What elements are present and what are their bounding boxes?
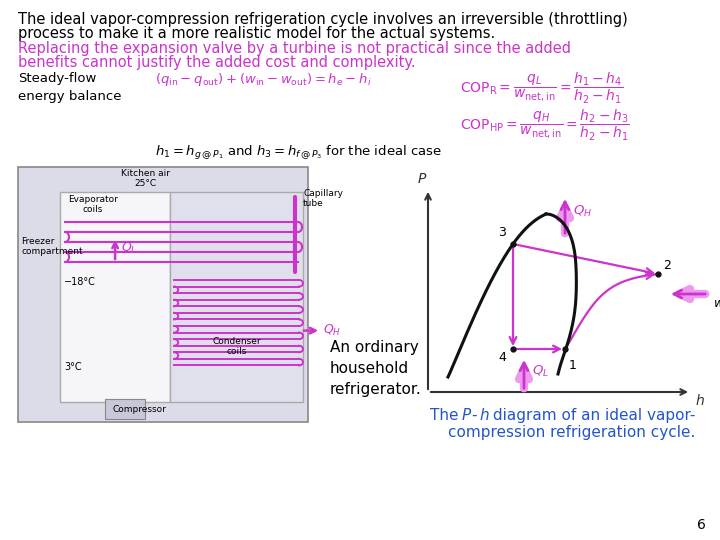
Text: Freezer
compartment: Freezer compartment xyxy=(21,237,83,256)
Text: process to make it a more realistic model for the actual systems.: process to make it a more realistic mode… xyxy=(18,26,495,41)
Text: Condenser
coils: Condenser coils xyxy=(212,337,261,356)
Text: $\mathrm{COP_{HP}}=\dfrac{q_H}{w_{\mathrm{net,in}}}=\dfrac{h_2-h_3}{h_2-h_1}$: $\mathrm{COP_{HP}}=\dfrac{q_H}{w_{\mathr… xyxy=(460,108,630,143)
Text: Replacing the expansion valve by a turbine is not practical since the added: Replacing the expansion valve by a turbi… xyxy=(18,41,571,56)
Text: The: The xyxy=(430,408,464,423)
Text: P: P xyxy=(418,172,426,186)
Text: $\mathrm{COP_R}=\dfrac{q_L}{w_{\mathrm{net,in}}}=\dfrac{h_1-h_4}{h_2-h_1}$: $\mathrm{COP_R}=\dfrac{q_L}{w_{\mathrm{n… xyxy=(460,71,624,106)
Text: h: h xyxy=(696,394,705,408)
Text: −18°C: −18°C xyxy=(64,276,96,287)
Text: An ordinary
household
refrigerator.: An ordinary household refrigerator. xyxy=(330,340,422,397)
Text: $h_1=h_{g\,@\,P_1}$ and $h_3=h_{f\,@\,P_3}$ for the ideal case: $h_1=h_{g\,@\,P_1}$ and $h_3=h_{f\,@\,P_… xyxy=(155,144,442,162)
Text: h: h xyxy=(479,408,489,423)
Text: $\left(q_{\mathrm{in}}-q_{\mathrm{out}}\right)+\left(w_{\mathrm{in}}-w_{\mathrm{: $\left(q_{\mathrm{in}}-q_{\mathrm{out}}\… xyxy=(155,71,372,88)
Text: Evaporator
coils: Evaporator coils xyxy=(68,195,118,214)
Text: diagram of an ideal vapor-: diagram of an ideal vapor- xyxy=(488,408,696,423)
Text: The ideal vapor-compression refrigeration cycle involves an irreversible (thrott: The ideal vapor-compression refrigeratio… xyxy=(18,12,628,27)
Text: 3°C: 3°C xyxy=(64,362,81,372)
Text: benefits cannot justify the added cost and complexity.: benefits cannot justify the added cost a… xyxy=(18,55,415,70)
Bar xyxy=(105,399,145,419)
Text: Capillary
tube: Capillary tube xyxy=(303,189,343,208)
Text: $Q_H$: $Q_H$ xyxy=(323,323,341,338)
Text: Steady-flow
energy balance: Steady-flow energy balance xyxy=(18,72,122,103)
Text: -: - xyxy=(471,408,477,423)
Text: 2: 2 xyxy=(663,259,671,272)
Text: 6: 6 xyxy=(697,518,706,532)
Text: 4: 4 xyxy=(498,351,506,364)
Text: $Q_L$: $Q_L$ xyxy=(121,240,138,255)
Text: compression refrigeration cycle.: compression refrigeration cycle. xyxy=(448,425,696,440)
Text: $Q_L$: $Q_L$ xyxy=(532,363,549,379)
Text: Compressor: Compressor xyxy=(113,405,167,414)
Text: $Q_H$: $Q_H$ xyxy=(573,204,592,219)
Text: $w_{\mathrm{in}}$: $w_{\mathrm{in}}$ xyxy=(713,299,720,312)
Text: P: P xyxy=(462,408,472,423)
Bar xyxy=(18,167,308,422)
Text: Kitchen air
25°C: Kitchen air 25°C xyxy=(121,169,170,188)
Bar xyxy=(170,192,303,402)
Bar xyxy=(60,192,170,402)
Text: 1: 1 xyxy=(569,359,577,372)
Text: 3: 3 xyxy=(498,226,506,239)
